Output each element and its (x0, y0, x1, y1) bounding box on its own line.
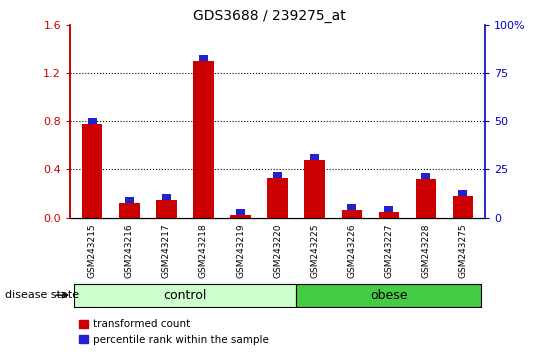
Bar (230, 215, 251, 218)
Bar (162, 194, 171, 200)
Bar (88, 118, 97, 124)
Legend: transformed count, percentile rank within the sample: transformed count, percentile rank withi… (75, 315, 273, 349)
Bar (384, 206, 393, 212)
Bar (267, 178, 288, 218)
Bar (347, 205, 356, 211)
Bar (342, 211, 362, 218)
Bar (296, 285, 481, 307)
Bar (125, 197, 134, 203)
Text: GSM243219: GSM243219 (236, 223, 245, 278)
Text: GSM243228: GSM243228 (421, 223, 430, 278)
Text: GSM243275: GSM243275 (458, 223, 467, 278)
Text: GSM243227: GSM243227 (384, 223, 393, 278)
Bar (378, 212, 399, 218)
Bar (305, 160, 325, 218)
Bar (453, 196, 473, 218)
Bar (119, 203, 140, 218)
Bar (310, 154, 319, 160)
Bar (199, 55, 208, 61)
Text: GSM243218: GSM243218 (199, 223, 208, 278)
Bar (421, 173, 431, 179)
Text: GSM243217: GSM243217 (162, 223, 171, 278)
Text: GSM243226: GSM243226 (347, 223, 356, 278)
Text: GSM243215: GSM243215 (88, 223, 97, 278)
Bar (156, 200, 177, 218)
Text: GSM243225: GSM243225 (310, 223, 319, 278)
Bar (458, 190, 467, 196)
Bar (236, 209, 245, 215)
Bar (416, 179, 436, 218)
Bar (194, 61, 213, 218)
Text: GSM243216: GSM243216 (125, 223, 134, 278)
Text: disease state: disease state (5, 290, 80, 300)
Text: GSM243220: GSM243220 (273, 223, 282, 278)
Text: GDS3688 / 239275_at: GDS3688 / 239275_at (193, 9, 346, 23)
Text: control: control (163, 289, 206, 302)
Text: obese: obese (370, 289, 407, 302)
Bar (74, 285, 296, 307)
Bar (273, 172, 282, 178)
Bar (82, 124, 102, 218)
